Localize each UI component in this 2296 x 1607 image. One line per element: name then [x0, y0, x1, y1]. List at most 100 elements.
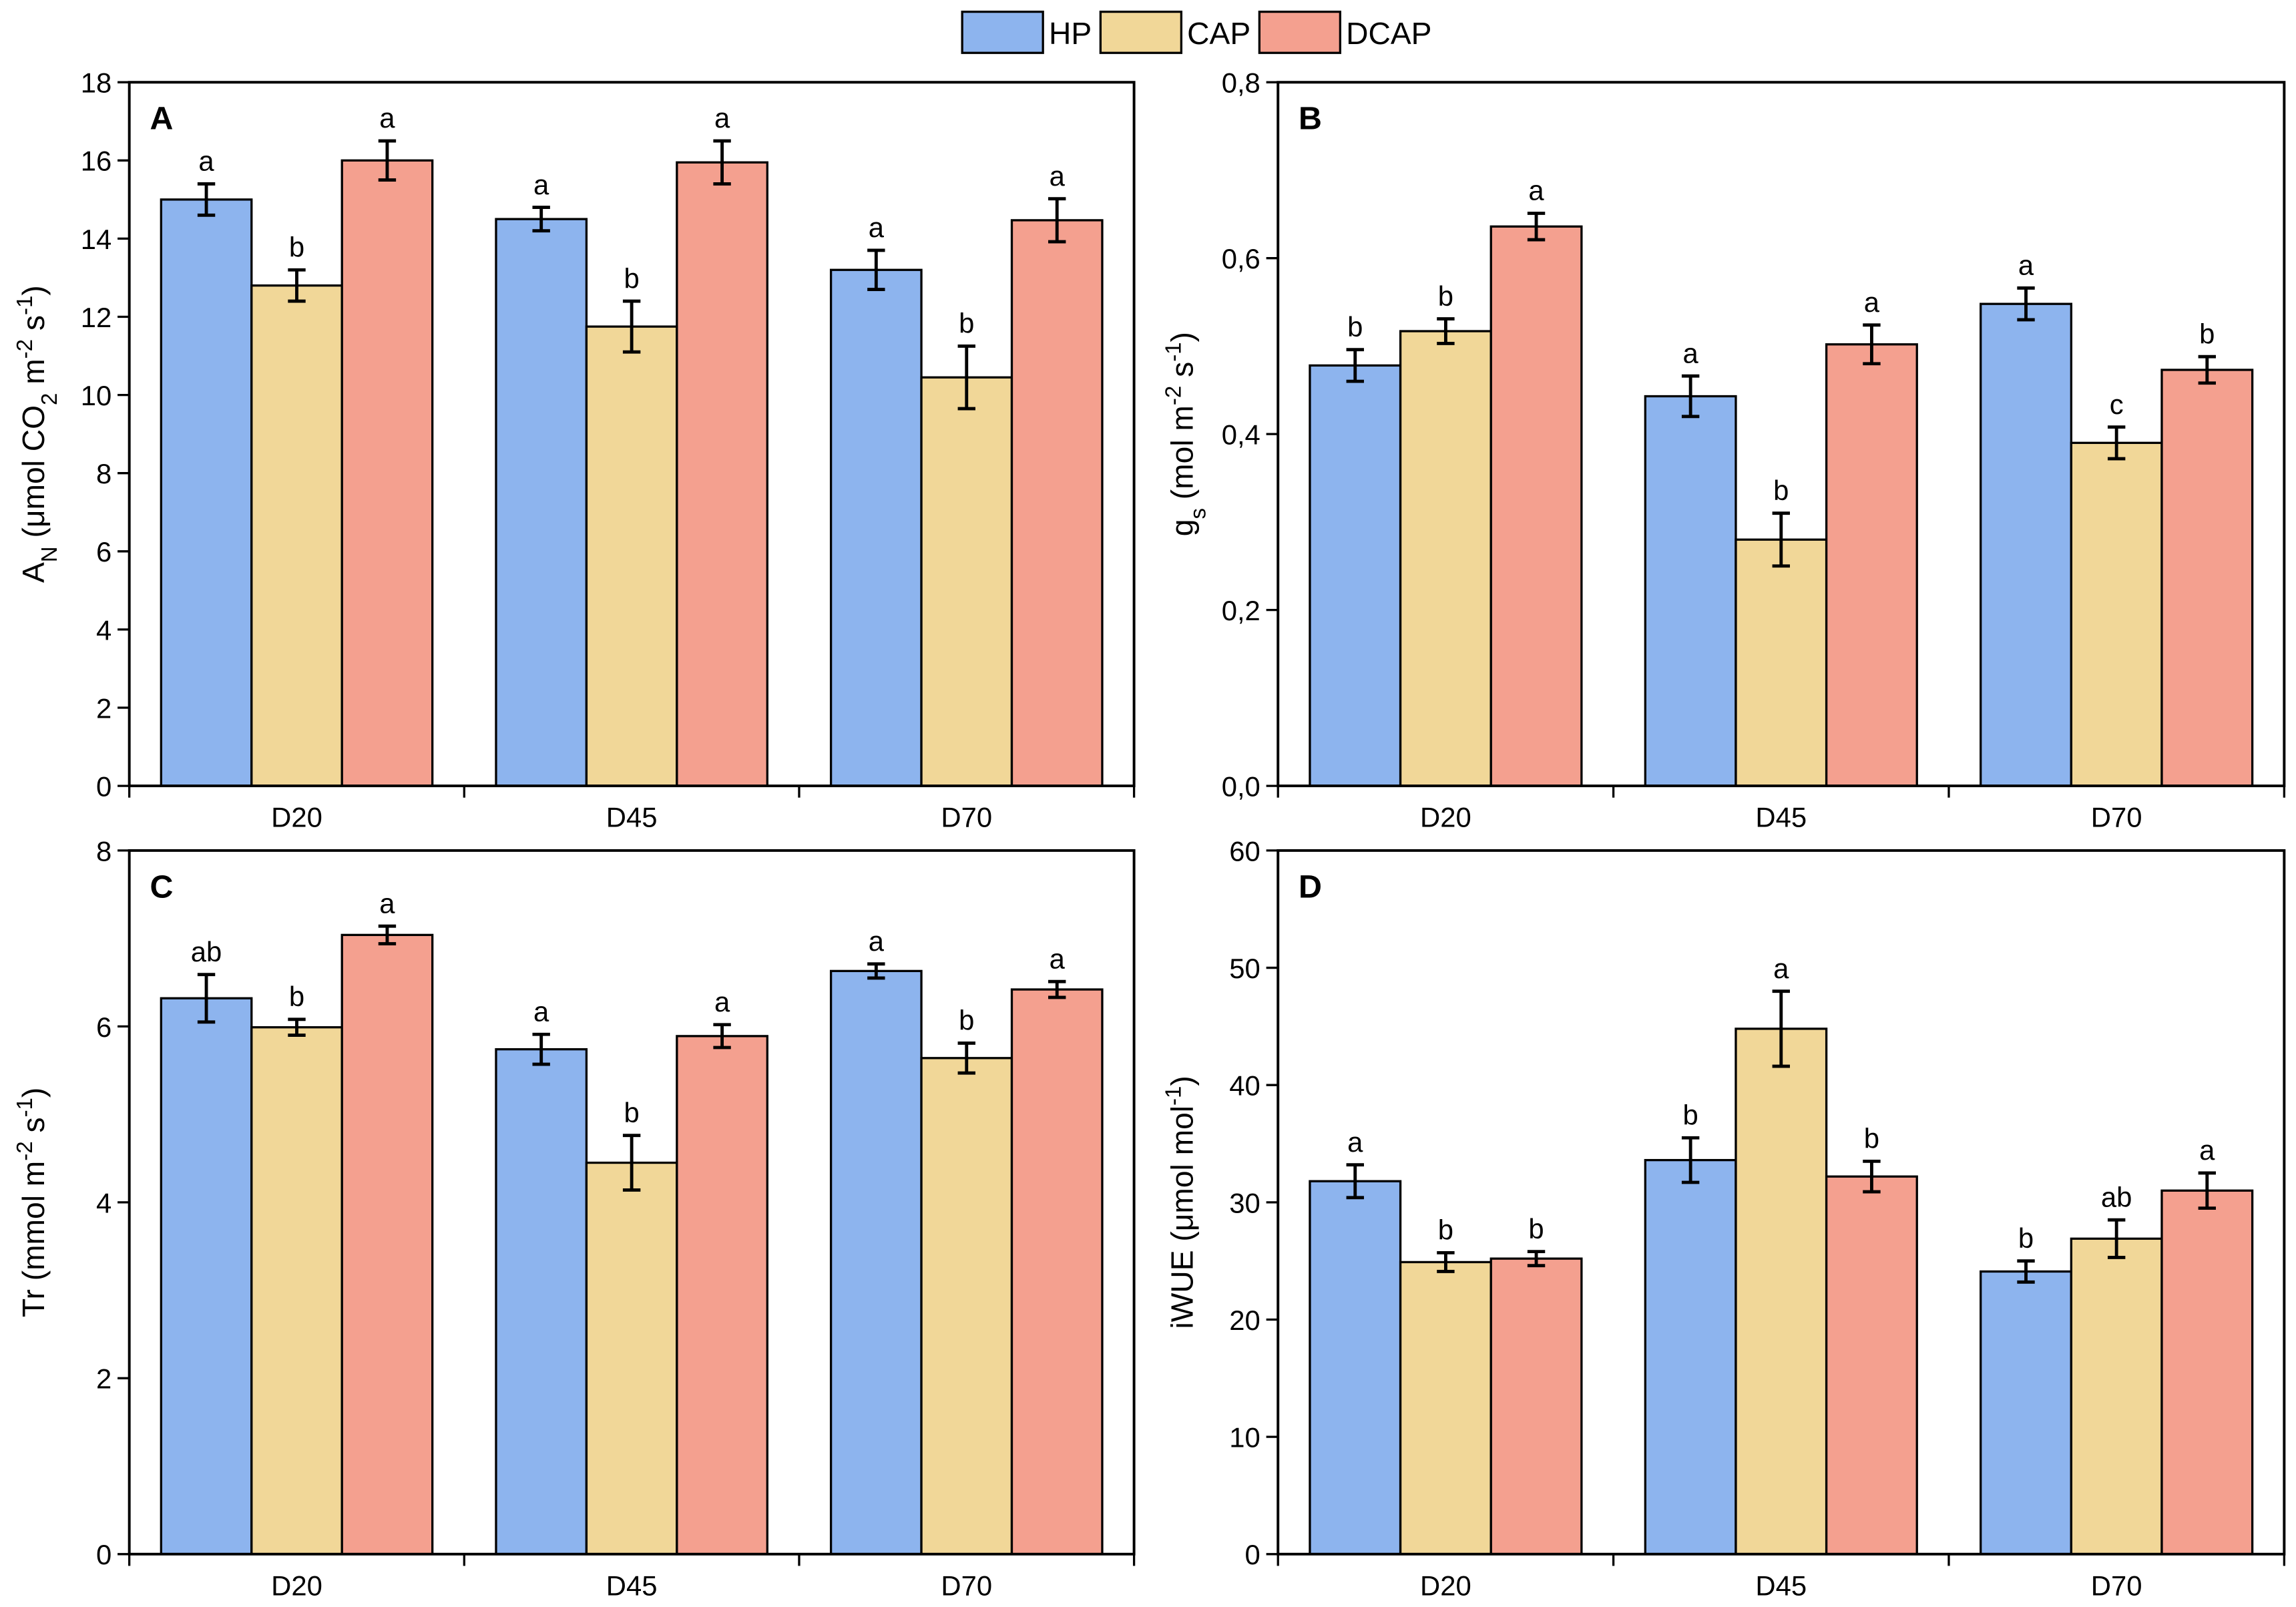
- significance-letter: a: [1050, 160, 1066, 192]
- y-axis-label-part: -2: [12, 339, 37, 359]
- error-bar: [622, 299, 641, 354]
- y-tick-label: 0,0: [1222, 770, 1260, 802]
- legend-label: DCAP: [1346, 16, 1431, 51]
- error-bar: [1527, 212, 1546, 242]
- error-bar: [2107, 425, 2126, 461]
- y-axis-label-part: s: [1165, 362, 1200, 386]
- significance-letter: b: [959, 1005, 974, 1036]
- x-tick-label: D20: [1420, 802, 1471, 833]
- y-axis-label-part: 2: [37, 393, 61, 405]
- significance-letter: a: [1347, 1126, 1363, 1158]
- bar: [1644, 1158, 1737, 1556]
- significance-letter: b: [1683, 1099, 1698, 1130]
- y-axis-label: Tr (mmol m-2 s-1): [12, 1088, 51, 1317]
- error-bar: [1772, 511, 1790, 568]
- error-bar: [197, 182, 216, 217]
- plot-frame: [1277, 81, 2286, 788]
- bar: [1489, 225, 1583, 787]
- error-bar: [378, 924, 397, 945]
- y-tick-label: 20: [1229, 1305, 1260, 1336]
- significance-letter: b: [959, 308, 974, 339]
- bar: [160, 198, 253, 787]
- error-bar: [1048, 979, 1066, 999]
- error-bar: [1863, 1159, 1881, 1194]
- significance-letter: b: [1528, 1213, 1544, 1244]
- error-bar: [378, 139, 397, 182]
- significance-letter: b: [289, 231, 304, 262]
- significance-letter: b: [1773, 475, 1789, 506]
- y-tick-label: 10: [1229, 1422, 1260, 1453]
- bar: [1980, 302, 2072, 787]
- error-bar: [867, 962, 885, 980]
- significance-letter: b: [1438, 280, 1453, 312]
- significance-letter: b: [1864, 1123, 1879, 1154]
- significance-letter: a: [533, 169, 549, 200]
- error-bar: [713, 1023, 731, 1050]
- y-tick-label: 0,8: [1222, 67, 1260, 99]
- bar: [1010, 219, 1104, 787]
- error-bar: [1772, 989, 1790, 1068]
- error-bar: [1681, 374, 1700, 419]
- x-tick-label: D45: [606, 802, 658, 833]
- panel-label: A: [150, 101, 173, 137]
- y-axis-label-part: iWUE (μmol mol: [1165, 1106, 1200, 1329]
- bar: [160, 997, 253, 1556]
- significance-letter: a: [1683, 337, 1699, 369]
- bar: [676, 1035, 768, 1556]
- bar: [920, 1057, 1013, 1556]
- legend-swatch: [1099, 10, 1183, 54]
- legend-swatch: [1258, 10, 1342, 54]
- y-axis-label-part: g: [1165, 519, 1200, 537]
- y-axis-label-part: s: [16, 1117, 51, 1141]
- panel-label: D: [1299, 869, 1322, 905]
- error-bar: [532, 206, 550, 233]
- significance-letter: b: [1347, 311, 1363, 342]
- y-tick-label: 14: [81, 224, 112, 255]
- y-tick-label: 16: [81, 146, 112, 177]
- error-bar: [2017, 286, 2035, 322]
- x-tick-label: D70: [941, 1570, 992, 1601]
- y-axis-label-part: s: [1185, 508, 1210, 519]
- y-axis-label: iWUE (μmol mol-1): [1160, 1076, 1199, 1329]
- y-axis-label-part: -1: [1160, 342, 1185, 361]
- error-bar: [2198, 355, 2216, 385]
- y-tick-label: 12: [81, 302, 112, 333]
- y-tick-label: 0,2: [1222, 595, 1260, 626]
- bar: [2160, 1189, 2254, 1556]
- bar: [1399, 330, 1492, 787]
- significance-letter: a: [2199, 1134, 2215, 1166]
- y-axis-label-part: m: [16, 359, 51, 393]
- y-axis-label-part: (mol m: [1165, 405, 1200, 508]
- bar: [920, 376, 1013, 787]
- x-tick-label: D45: [1755, 802, 1807, 833]
- x-tick-label: D45: [606, 1570, 658, 1601]
- significance-letter: a: [1528, 175, 1544, 206]
- error-bar: [867, 248, 885, 291]
- y-axis-label-part: ): [1165, 332, 1200, 342]
- y-axis-label-part: s: [16, 315, 51, 339]
- y-tick-label: 2: [96, 1363, 111, 1395]
- bar: [1644, 395, 1737, 787]
- bar: [676, 161, 768, 787]
- significance-letter: b: [1438, 1214, 1453, 1246]
- bar: [1735, 1027, 1828, 1556]
- significance-letter: a: [1864, 286, 1880, 318]
- y-tick-label: 4: [96, 1187, 111, 1218]
- error-bar: [1346, 1163, 1364, 1200]
- legend-label: HP: [1049, 16, 1092, 51]
- error-bar: [197, 973, 216, 1024]
- x-tick-label: D70: [2091, 1570, 2142, 1601]
- significance-letter: a: [379, 887, 395, 919]
- significance-letter: a: [533, 995, 549, 1027]
- bar: [1309, 364, 1402, 787]
- y-tick-label: 8: [96, 835, 111, 867]
- significance-letter: a: [1050, 943, 1066, 974]
- error-bar: [2107, 1218, 2126, 1259]
- error-bar: [532, 1032, 550, 1066]
- bar: [340, 933, 434, 1556]
- y-axis-label-part: (μmol CO: [16, 405, 51, 546]
- x-tick-label: D70: [941, 802, 992, 833]
- significance-letter: a: [2018, 250, 2034, 281]
